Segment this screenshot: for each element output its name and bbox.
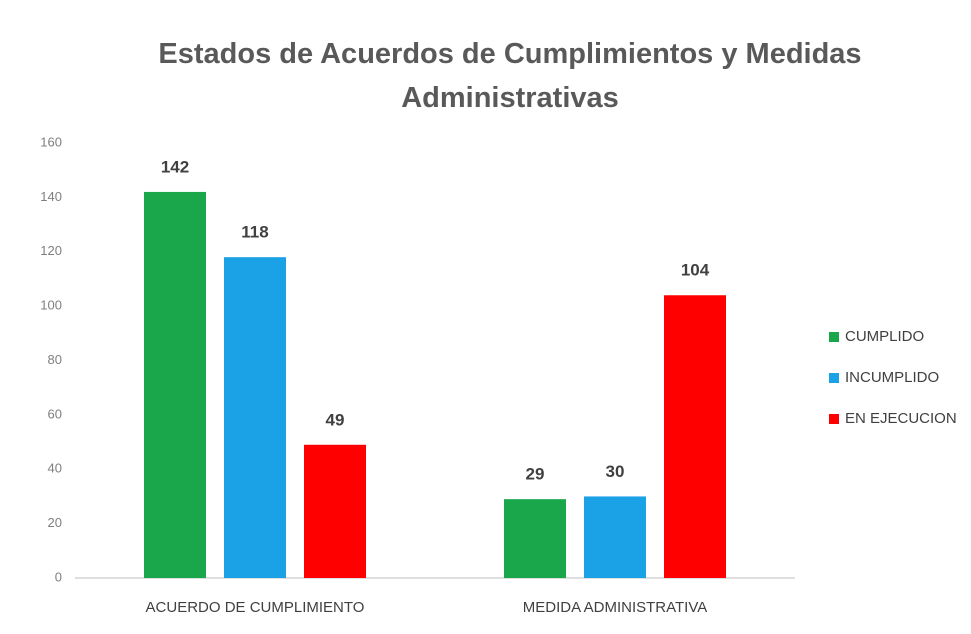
y-tick-label: 20 [48, 515, 62, 530]
y-tick-label: 100 [40, 298, 62, 313]
legend-swatch [829, 332, 839, 342]
y-tick-label: 60 [48, 406, 62, 421]
y-tick-label: 80 [48, 352, 62, 367]
y-tick-label: 120 [40, 243, 62, 258]
x-tick-label: MEDIDA ADMINISTRATIVA [523, 599, 707, 616]
legend-swatch [829, 414, 839, 424]
bar [664, 295, 726, 578]
y-tick-label: 40 [48, 461, 62, 476]
y-tick-label: 0 [55, 569, 62, 584]
data-label: 29 [526, 465, 545, 484]
legend-label: INCUMPLIDO [845, 369, 939, 386]
data-label: 118 [241, 223, 268, 242]
chart-title: Estados de Acuerdos de Cumplimientos y M… [158, 38, 862, 114]
data-label: 142 [161, 157, 189, 176]
bar [144, 191, 206, 578]
bar [224, 257, 286, 578]
bar [584, 496, 646, 578]
bar [304, 444, 366, 578]
bar [504, 499, 566, 578]
legend-label: EN EJECUCION [845, 410, 957, 427]
data-label: 49 [326, 410, 345, 429]
data-label: 30 [606, 462, 625, 481]
x-tick-label: ACUERDO DE CUMPLIMIENTO [146, 599, 365, 616]
legend-swatch [829, 373, 839, 383]
data-label: 104 [681, 261, 710, 280]
legend-label: CUMPLIDO [845, 328, 924, 345]
y-tick-label: 140 [40, 189, 62, 204]
y-tick-label: 160 [40, 134, 62, 149]
